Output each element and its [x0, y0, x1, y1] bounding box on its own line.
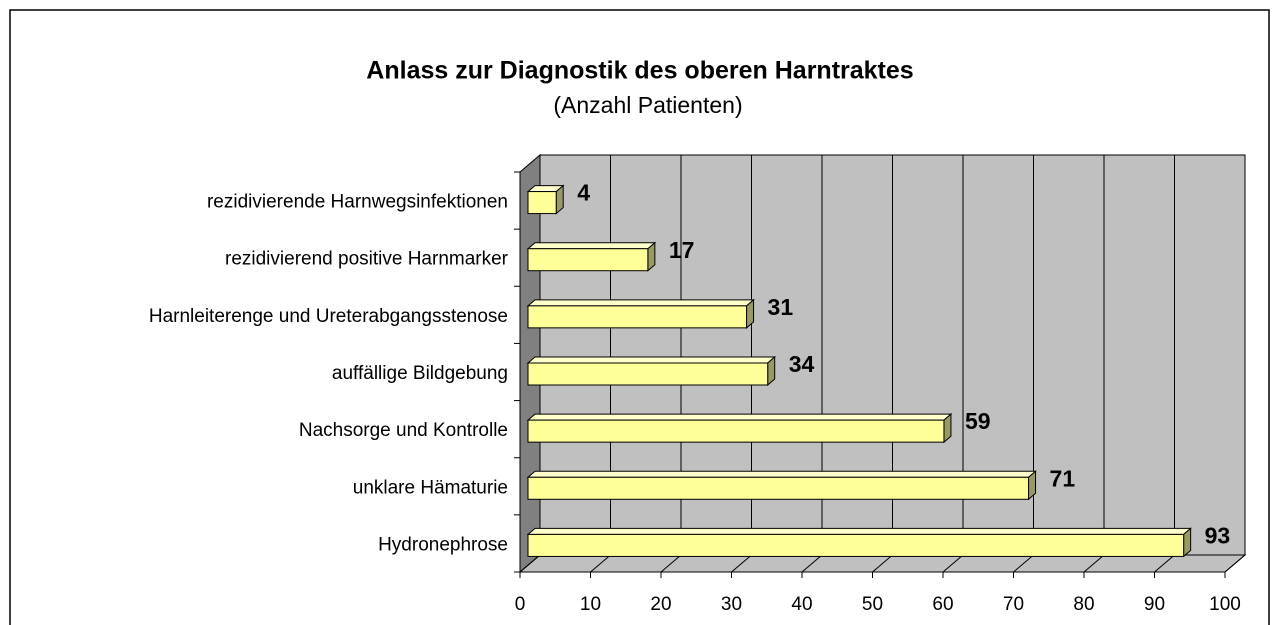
data-label: 4	[577, 180, 590, 206]
bar-top	[526, 242, 657, 250]
bar	[526, 184, 565, 215]
bar	[526, 527, 1193, 558]
x-tick-label: 30	[721, 594, 742, 615]
bar-front	[527, 248, 649, 272]
bar	[526, 241, 657, 272]
data-label: 71	[1050, 465, 1076, 491]
bar-front	[527, 533, 1185, 557]
bar-front	[527, 476, 1030, 500]
x-tick-label: 50	[862, 594, 883, 615]
bar	[526, 413, 953, 444]
y-tick-label: unklare Hämaturie	[353, 477, 508, 498]
y-tick-label: rezidivierende Harnwegsinfektionen	[207, 192, 508, 213]
bar-front	[527, 419, 945, 443]
x-tick-label: 40	[791, 594, 812, 615]
bar	[526, 470, 1037, 501]
y-tick-label: Nachsorge und Kontrolle	[299, 420, 508, 441]
bar-front	[527, 305, 748, 329]
data-label: 59	[965, 408, 991, 434]
y-tick-label: auffällige Bildgebung	[332, 363, 508, 384]
bar-front	[527, 362, 769, 386]
bar	[526, 298, 755, 329]
bar-top	[526, 413, 953, 421]
x-tick-label: 60	[932, 594, 953, 615]
x-tick-label: 100	[1209, 594, 1241, 615]
x-tick-label: 20	[650, 594, 671, 615]
bar	[526, 355, 777, 387]
y-tick-label: rezidivierend positive Harnmarker	[225, 249, 509, 270]
data-label: 93	[1205, 523, 1231, 549]
x-tick-label: 80	[1073, 594, 1094, 615]
bar-top	[526, 470, 1037, 478]
x-tick-label: 90	[1144, 594, 1165, 615]
y-tick-label: Hydronephrose	[378, 534, 508, 555]
grid-line	[1224, 155, 1246, 573]
bar-top	[526, 356, 777, 364]
x-tick-label: 0	[515, 594, 526, 615]
chart-title: Anlass zur Diagnostik des oberen Harntra…	[366, 57, 913, 85]
data-label: 34	[789, 351, 815, 377]
bar-top	[526, 527, 1193, 535]
x-tick-label: 70	[1003, 594, 1024, 615]
frame	[9, 9, 1270, 625]
bar-top	[526, 299, 755, 307]
x-tick-label: 10	[580, 594, 601, 615]
bar-front	[527, 191, 557, 215]
data-label: 17	[669, 237, 695, 263]
chart-subtitle: (Anzahl Patienten)	[553, 92, 742, 118]
y-tick-label: Harnleiterenge und Ureterabgangsstenose	[149, 306, 508, 327]
data-label: 31	[768, 294, 794, 320]
